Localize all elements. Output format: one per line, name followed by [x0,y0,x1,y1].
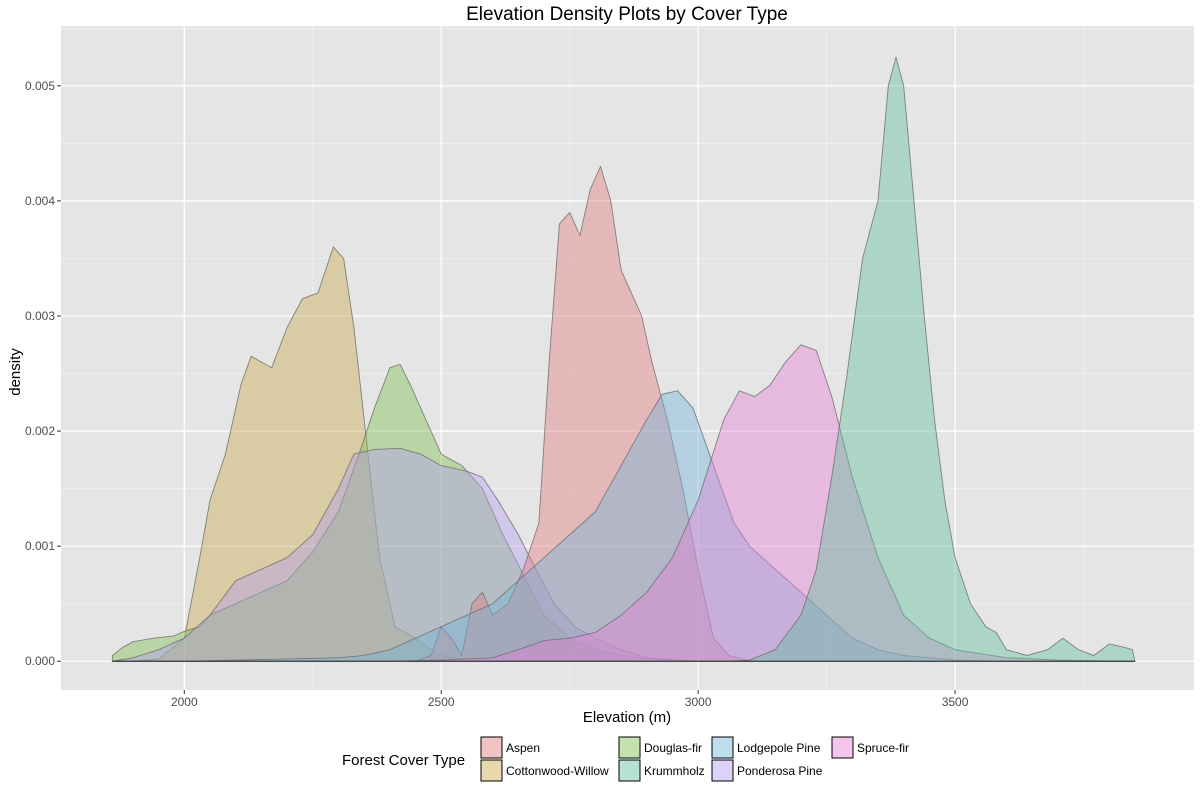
density-area-krummholz [111,56,1136,662]
x-tick-label: 2500 [428,695,455,709]
legend-label: Spruce-fir [857,741,909,755]
legend-label: Ponderosa Pine [737,764,823,778]
y-tick-label: 0.005 [25,79,55,93]
density-area-lodgepole-pine [111,390,1136,662]
legend-item-spruce-fir: Spruce-fir [831,736,909,759]
legend-swatch [711,759,734,782]
legend-item-lodgepole-pine: Lodgepole Pine [711,736,821,759]
plot-panel [61,26,1194,690]
legend-title: Forest Cover Type [342,752,465,769]
y-tick-label: 0.001 [25,539,55,553]
x-axis-label: Elevation (m) [583,709,671,726]
y-tick-label: 0.002 [25,424,55,438]
density-area-douglas-fir [111,363,1136,662]
legend-item-douglas-fir: Douglas-fir [618,736,702,759]
density-area-aspen [111,165,1136,662]
legend-item-aspen: Aspen [480,736,540,759]
density-area-cottonwood-willow [111,246,1136,662]
legend-items: Aspen Douglas-fir Lodgepole Pine Spruce-fir… [480,736,909,782]
x-tick-label: 2000 [171,695,198,709]
legend-item-ponderosa-pine: Ponderosa Pine [711,759,823,782]
legend-item-krummholz: Krummholz [618,759,705,782]
x-tick-label: 3500 [942,695,969,709]
y-tick-label: 0.003 [25,309,55,323]
y-tick-label: 0.000 [25,654,55,668]
y-axis: 0.000 0.001 0.002 0.003 0.004 0.005 [25,79,61,668]
density-areas [111,56,1136,662]
y-axis-label: density [7,348,24,396]
x-tick-label: 3000 [685,695,712,709]
legend-label: Cottonwood-Willow [506,764,609,778]
legend-label: Aspen [506,741,540,755]
minor-gridlines [61,26,1194,690]
chart-title: Elevation Density Plots by Cover Type [466,4,788,25]
legend-item-cottonwood-willow: Cottonwood-Willow [480,759,609,782]
legend-swatch [480,736,503,759]
legend-swatch [480,759,503,782]
density-area-ponderosa-pine [111,447,1136,662]
density-area-spruce-fir [111,344,1136,662]
y-tick-label: 0.004 [25,194,55,208]
legend-swatch [618,759,641,782]
legend: Forest Cover Type Aspen Douglas-fir Lodgep… [342,736,909,782]
legend-swatch [831,736,854,759]
legend-swatch [711,736,734,759]
x-axis: 2000 2500 3000 3500 [171,690,969,709]
legend-swatch [618,736,641,759]
legend-label: Douglas-fir [644,741,702,755]
legend-label: Krummholz [644,764,705,778]
legend-label: Lodgepole Pine [737,741,821,755]
